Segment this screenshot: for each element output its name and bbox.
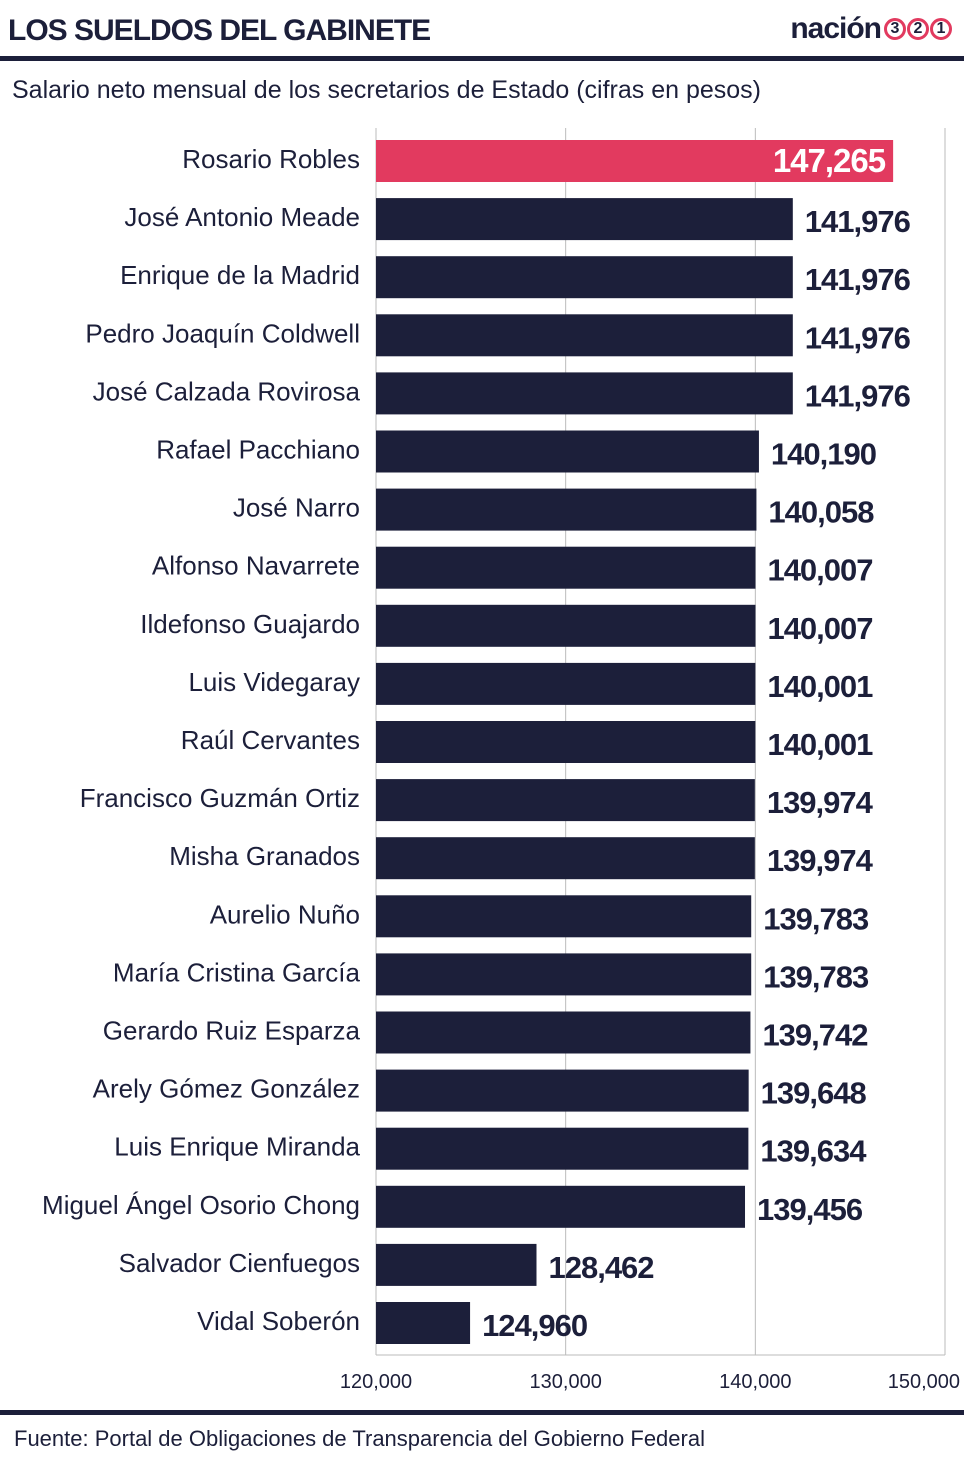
header: LOS SUELDOS DEL GABINETE nación 3 2 1 <box>0 0 964 62</box>
value-label-19: 128,462 <box>548 1250 653 1285</box>
bar-16 <box>376 1069 749 1112</box>
value-label-11: 139,974 <box>767 785 874 820</box>
bar-7 <box>376 546 756 589</box>
bar-4 <box>376 372 793 415</box>
chart-subtitle: Salario neto mensual de los secretarios … <box>12 76 761 104</box>
bar-18 <box>376 1185 746 1228</box>
bar-9 <box>376 662 756 705</box>
category-label-17: Luis Enrique Miranda <box>114 1132 360 1162</box>
value-label-8: 140,007 <box>767 611 872 646</box>
category-label-5: Rafael Pacchiano <box>156 435 360 465</box>
x-tick-label-1: 130,000 <box>530 1371 602 1393</box>
value-label-14: 139,783 <box>763 959 869 994</box>
value-label-17: 139,634 <box>760 1134 867 1169</box>
value-label-0: 147,265 <box>773 142 886 179</box>
value-label-18: 139,456 <box>757 1192 863 1227</box>
brand-digit-1: 1 <box>930 18 952 40</box>
bar-12 <box>376 837 755 880</box>
category-label-10: Raúl Cervantes <box>181 725 360 755</box>
value-label-15: 139,742 <box>762 1018 867 1053</box>
value-label-1: 141,976 <box>805 204 911 239</box>
category-label-1: José Antonio Meade <box>124 202 360 232</box>
value-label-10: 140,001 <box>767 727 873 762</box>
value-label-2: 141,976 <box>805 262 911 297</box>
value-label-5: 140,190 <box>771 437 876 472</box>
bar-0 <box>376 140 894 182</box>
category-label-2: Enrique de la Madrid <box>120 260 360 290</box>
category-label-19: Salvador Cienfuegos <box>119 1248 360 1278</box>
brand-digit-2: 2 <box>907 18 929 40</box>
category-label-3: Pedro Joaquín Coldwell <box>85 318 360 348</box>
brand-logo: nación 3 2 1 <box>790 12 952 46</box>
bar-19 <box>376 1243 537 1286</box>
value-label-9: 140,001 <box>767 669 873 704</box>
brand-digit-3: 3 <box>884 18 906 40</box>
chart-title: LOS SUELDOS DEL GABINETE <box>8 14 431 47</box>
bar-2 <box>376 256 793 299</box>
category-label-18: Miguel Ángel Osorio Chong <box>42 1190 360 1220</box>
x-tick-label-2: 140,000 <box>719 1371 791 1393</box>
value-label-3: 141,976 <box>805 320 911 355</box>
bar-17 <box>376 1127 749 1170</box>
category-label-7: Alfonso Navarrete <box>152 551 360 581</box>
value-label-12: 139,974 <box>767 843 874 878</box>
bar-8 <box>376 604 756 647</box>
category-label-12: Misha Granados <box>169 841 360 871</box>
bar-6 <box>376 488 757 531</box>
category-label-20: Vidal Soberón <box>197 1306 360 1336</box>
category-label-14: María Cristina García <box>113 957 361 987</box>
bar-5 <box>376 430 759 473</box>
value-label-20: 124,960 <box>482 1308 587 1343</box>
bar-14 <box>376 953 752 996</box>
category-label-16: Arely Gómez González <box>93 1074 360 1104</box>
category-label-11: Francisco Guzmán Ortiz <box>80 783 360 813</box>
value-label-16: 139,648 <box>761 1076 867 1111</box>
brand-digits: 3 2 1 <box>883 18 952 40</box>
bar-3 <box>376 314 793 357</box>
bar-20 <box>376 1302 471 1344</box>
category-label-8: Ildefonso Guajardo <box>140 609 360 639</box>
bar-11 <box>376 779 755 822</box>
bar-15 <box>376 1011 751 1054</box>
category-label-15: Gerardo Ruiz Esparza <box>103 1016 361 1046</box>
x-tick-label-0: 120,000 <box>340 1371 412 1393</box>
category-label-9: Luis Videgaray <box>188 667 360 697</box>
category-label-0: Rosario Robles <box>182 144 360 174</box>
top-rule <box>0 56 964 61</box>
source-note: Fuente: Portal de Obligaciones de Transp… <box>14 1426 705 1451</box>
value-label-7: 140,007 <box>767 553 872 588</box>
bar-chart: Rosario Robles 147,265 José Antonio Meade 1… <box>42 128 960 1393</box>
category-label-13: Aurelio Nuño <box>210 899 360 929</box>
value-label-6: 140,058 <box>768 495 874 530</box>
category-label-4: José Calzada Rovirosa <box>93 376 361 406</box>
brand-name: nación <box>790 12 882 45</box>
category-label-6: José Narro <box>233 493 360 523</box>
bar-10 <box>376 721 756 763</box>
value-label-13: 139,783 <box>763 901 869 936</box>
x-tick-label-3: 150,000 <box>888 1371 960 1393</box>
bar-1 <box>376 198 793 241</box>
value-label-4: 141,976 <box>805 378 911 413</box>
bar-13 <box>376 895 752 938</box>
bottom-rule <box>0 1410 964 1415</box>
